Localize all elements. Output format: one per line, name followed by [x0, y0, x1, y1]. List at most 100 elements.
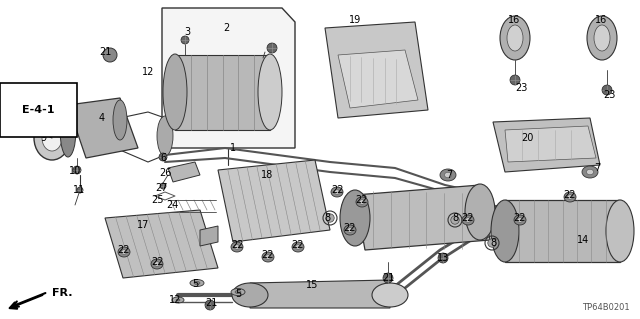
Ellipse shape	[160, 183, 166, 189]
Ellipse shape	[334, 190, 340, 194]
Ellipse shape	[564, 192, 576, 202]
Text: 20: 20	[521, 133, 533, 143]
Ellipse shape	[587, 16, 617, 60]
Text: 2: 2	[223, 23, 229, 33]
Ellipse shape	[344, 225, 356, 235]
Ellipse shape	[514, 215, 526, 225]
Text: 14: 14	[577, 235, 589, 245]
Ellipse shape	[194, 281, 200, 285]
Ellipse shape	[606, 200, 634, 262]
Text: 1: 1	[230, 143, 236, 153]
Text: 22: 22	[262, 250, 275, 260]
Text: 19: 19	[349, 15, 361, 25]
Text: 9: 9	[40, 133, 46, 143]
Ellipse shape	[73, 166, 81, 174]
Polygon shape	[505, 126, 596, 162]
Ellipse shape	[500, 16, 530, 60]
Ellipse shape	[359, 200, 365, 204]
Ellipse shape	[34, 116, 70, 160]
Ellipse shape	[462, 215, 474, 225]
Ellipse shape	[231, 242, 243, 252]
Polygon shape	[168, 162, 200, 182]
Ellipse shape	[235, 291, 241, 293]
Ellipse shape	[118, 247, 130, 257]
Text: 4: 4	[99, 113, 105, 123]
Ellipse shape	[331, 187, 343, 197]
Ellipse shape	[258, 54, 282, 130]
Text: 22: 22	[151, 257, 163, 267]
Ellipse shape	[292, 242, 304, 252]
Ellipse shape	[176, 299, 180, 301]
Ellipse shape	[594, 25, 610, 51]
Ellipse shape	[205, 300, 215, 310]
Polygon shape	[505, 200, 620, 262]
Text: 22: 22	[514, 213, 526, 223]
Ellipse shape	[465, 184, 495, 240]
Ellipse shape	[157, 116, 173, 156]
Text: 22: 22	[118, 245, 131, 255]
Text: 8: 8	[452, 213, 458, 223]
Ellipse shape	[348, 228, 353, 232]
Ellipse shape	[465, 218, 470, 222]
Ellipse shape	[440, 169, 456, 181]
Ellipse shape	[340, 190, 370, 246]
Ellipse shape	[602, 85, 612, 95]
Text: 7: 7	[446, 170, 452, 180]
Ellipse shape	[267, 43, 277, 53]
Ellipse shape	[451, 216, 460, 224]
Ellipse shape	[438, 253, 448, 263]
Text: 22: 22	[564, 190, 576, 200]
Text: 11: 11	[73, 185, 85, 195]
Ellipse shape	[444, 172, 452, 178]
Ellipse shape	[122, 250, 127, 254]
Ellipse shape	[266, 255, 271, 259]
Text: 22: 22	[356, 195, 368, 205]
Ellipse shape	[77, 187, 83, 193]
Polygon shape	[175, 55, 270, 130]
Ellipse shape	[262, 252, 274, 262]
Text: E-4-1: E-4-1	[22, 105, 54, 115]
Text: 12: 12	[169, 295, 181, 305]
Text: 8: 8	[490, 238, 496, 248]
Ellipse shape	[172, 297, 184, 303]
Ellipse shape	[582, 166, 598, 178]
Ellipse shape	[232, 283, 268, 307]
Polygon shape	[68, 98, 138, 158]
Text: 5: 5	[235, 289, 241, 299]
Ellipse shape	[154, 262, 160, 266]
Text: 25: 25	[152, 195, 164, 205]
Ellipse shape	[295, 245, 301, 249]
Ellipse shape	[567, 195, 573, 199]
Ellipse shape	[326, 214, 334, 222]
Ellipse shape	[190, 279, 204, 286]
Text: 16: 16	[595, 15, 607, 25]
Ellipse shape	[586, 169, 594, 175]
Ellipse shape	[234, 245, 240, 249]
Polygon shape	[105, 210, 218, 278]
Ellipse shape	[510, 75, 520, 85]
Ellipse shape	[113, 100, 127, 140]
Text: 23: 23	[603, 90, 615, 100]
Text: 24: 24	[166, 200, 178, 210]
Ellipse shape	[507, 25, 523, 51]
Text: 17: 17	[137, 220, 149, 230]
Ellipse shape	[491, 200, 519, 262]
Text: 22: 22	[344, 223, 356, 233]
Ellipse shape	[231, 288, 245, 295]
Text: 6: 6	[160, 153, 166, 163]
Text: FR.: FR.	[52, 288, 72, 298]
Ellipse shape	[159, 153, 167, 161]
Text: 8: 8	[324, 213, 330, 223]
Ellipse shape	[42, 125, 62, 151]
Text: 10: 10	[69, 166, 81, 176]
Text: 22: 22	[331, 185, 343, 195]
Text: 23: 23	[515, 83, 527, 93]
Text: 12: 12	[142, 67, 154, 77]
Polygon shape	[250, 280, 390, 308]
Text: 3: 3	[184, 27, 190, 37]
Text: TP64B0201: TP64B0201	[582, 303, 630, 312]
Text: 7: 7	[594, 163, 600, 173]
Ellipse shape	[372, 283, 408, 307]
Text: 21: 21	[382, 273, 394, 283]
Polygon shape	[162, 8, 295, 148]
